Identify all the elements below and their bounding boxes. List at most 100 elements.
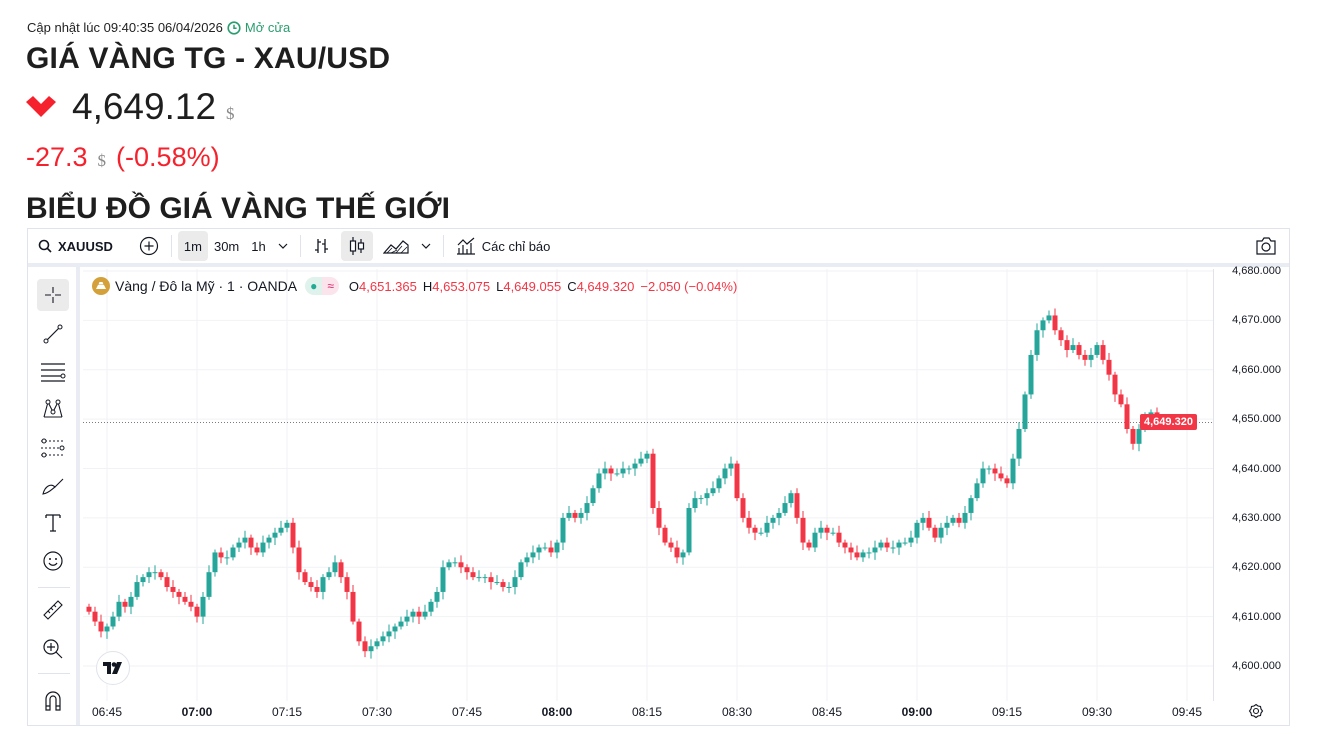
zoom-in-icon xyxy=(43,639,63,659)
candle-up xyxy=(518,562,524,578)
measure-tool[interactable] xyxy=(37,594,69,626)
chart-style-dropdown[interactable] xyxy=(415,231,437,261)
brush-tool[interactable] xyxy=(37,471,69,503)
chevron-down-icon xyxy=(278,243,288,249)
candle-up xyxy=(686,508,692,553)
chart-settings-button[interactable] xyxy=(1248,703,1264,724)
ruler-icon xyxy=(43,600,63,620)
candle-down xyxy=(800,517,806,543)
time-tick-label: 09:45 xyxy=(1171,705,1203,719)
candle-down xyxy=(1106,359,1112,375)
candle-up xyxy=(866,552,872,554)
candle-down xyxy=(608,468,614,474)
candle-down xyxy=(1064,340,1070,350)
candle-up xyxy=(770,517,776,523)
pattern-tool[interactable] xyxy=(37,393,69,425)
magnet-tool[interactable] xyxy=(37,685,69,717)
candle-up xyxy=(446,562,452,568)
candle-down xyxy=(470,572,476,578)
candle-up xyxy=(440,567,446,592)
forecast-tool[interactable] xyxy=(37,432,69,464)
candle-down xyxy=(836,532,842,543)
candle-up xyxy=(236,542,242,548)
candle-up xyxy=(596,473,602,489)
candle-up xyxy=(812,532,818,548)
candle-down xyxy=(848,547,854,553)
candle-up xyxy=(110,616,116,627)
candle-up xyxy=(1010,458,1016,484)
candle-up xyxy=(380,636,386,642)
emoji-icon xyxy=(43,551,63,571)
candle-down xyxy=(734,463,740,499)
candle-down xyxy=(752,527,758,533)
area-style-button[interactable] xyxy=(377,231,415,261)
candle-up xyxy=(602,468,608,474)
fib-tool[interactable] xyxy=(37,356,69,388)
candle-down xyxy=(674,547,680,558)
price-tick-label: 4,600.000 xyxy=(1232,660,1281,672)
price-chart-area[interactable] xyxy=(83,269,1289,725)
candles-icon xyxy=(349,237,364,255)
candle-up xyxy=(368,646,374,652)
candle-up xyxy=(494,582,500,584)
candle-down xyxy=(338,562,344,578)
compare-button[interactable] xyxy=(133,231,165,261)
interval-30m[interactable]: 30m xyxy=(213,238,240,254)
candle-up xyxy=(536,547,542,553)
interval-dropdown[interactable] xyxy=(272,231,294,261)
candles-style-button[interactable] xyxy=(340,231,373,261)
candle-up xyxy=(764,522,770,533)
interval-1h[interactable]: 1h xyxy=(251,238,266,254)
emoji-tool[interactable] xyxy=(37,545,69,577)
zoom-in-tool[interactable] xyxy=(37,633,69,665)
candle-up xyxy=(266,537,272,543)
candle-up xyxy=(332,562,338,573)
candle-up xyxy=(560,517,566,543)
tradingview-chart[interactable]: XAUUSD 1m 30m 1h Các chỉ báo xyxy=(27,228,1290,726)
candle-up xyxy=(278,527,284,533)
candle-up xyxy=(728,463,734,469)
candle-up xyxy=(212,552,218,573)
candle-down xyxy=(122,601,128,607)
last-price-label: 4,649.320 xyxy=(1140,414,1197,431)
price-tick-label: 4,680.000 xyxy=(1232,265,1281,277)
candle-down xyxy=(1058,330,1064,341)
candle-up xyxy=(860,552,866,558)
crosshair-tool[interactable] xyxy=(37,279,69,311)
candle-up xyxy=(146,572,152,578)
market-status-pill[interactable]: ● ≈ xyxy=(305,277,339,295)
candle-up xyxy=(920,517,926,523)
crosshair-icon xyxy=(45,287,61,303)
candle-down xyxy=(248,537,254,548)
time-tick-label: 08:45 xyxy=(811,705,843,719)
candle-up xyxy=(1070,345,1076,350)
candle-up xyxy=(944,522,950,528)
candle-up xyxy=(1016,429,1022,459)
screenshot-button[interactable] xyxy=(1249,231,1283,261)
trend-line-tool[interactable] xyxy=(37,318,69,350)
candle-up xyxy=(722,468,728,479)
bars-style-button[interactable] xyxy=(307,231,337,261)
price-tick-label: 4,670.000 xyxy=(1232,314,1281,327)
gear-icon xyxy=(1248,703,1264,719)
time-tick-label: 08:30 xyxy=(721,705,753,719)
interval-1m[interactable]: 1m xyxy=(177,231,208,261)
candle-down xyxy=(194,606,200,617)
time-tick-label: 08:00 xyxy=(541,705,573,719)
candle-up xyxy=(1136,429,1142,444)
divider xyxy=(299,235,301,257)
text-tool[interactable] xyxy=(37,507,69,539)
candle-down xyxy=(458,562,464,568)
candle-up xyxy=(986,468,992,470)
candle-down xyxy=(308,582,314,587)
indicators-button[interactable]: Các chỉ báo xyxy=(450,231,557,261)
tradingview-logo[interactable] xyxy=(96,651,130,685)
candle-up xyxy=(104,626,110,632)
candle-down xyxy=(656,508,662,528)
candle-down xyxy=(884,542,890,548)
candle-up xyxy=(1022,394,1028,429)
symbol-search-button[interactable]: XAUUSD xyxy=(32,231,119,261)
candle-down xyxy=(572,512,578,518)
time-tick-label: 09:15 xyxy=(991,705,1023,719)
market-open-dot-icon: ● xyxy=(305,277,323,295)
